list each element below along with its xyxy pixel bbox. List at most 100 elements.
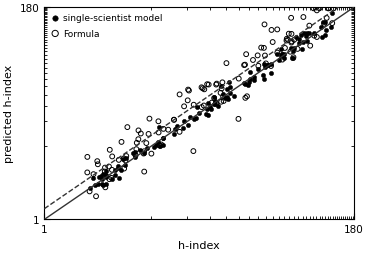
Formula [324,17,330,21]
Formula [109,155,115,159]
single-scientist model [303,35,309,39]
Formula [177,93,183,97]
Formula [220,95,226,99]
Formula [255,65,261,69]
single-scientist model [207,106,213,110]
single-scientist model [260,74,266,78]
single-scientist model [194,117,199,121]
Formula [123,159,128,163]
Formula [190,149,196,153]
single-scientist model [218,84,224,88]
Formula [330,7,336,11]
Formula [106,165,112,169]
Formula [244,95,250,99]
Legend: single-scientist model, Formula: single-scientist model, Formula [49,13,164,40]
single-scientist model [211,103,217,107]
Formula [314,36,320,40]
single-scientist model [300,47,305,52]
Formula [93,195,99,199]
single-scientist model [211,95,217,99]
Formula [307,44,313,49]
Formula [146,117,152,121]
single-scientist model [226,98,231,102]
single-scientist model [311,32,316,36]
Formula [106,178,112,182]
single-scientist model [223,97,229,101]
single-scientist model [261,63,267,67]
Formula [219,87,224,91]
Formula [118,140,124,144]
single-scientist model [204,107,210,112]
single-scientist model [297,38,302,42]
Formula [261,47,267,51]
Formula [289,41,294,45]
single-scientist model [291,47,297,51]
single-scientist model [181,119,187,123]
single-scientist model [226,81,232,85]
Formula [102,185,108,189]
single-scientist model [171,132,177,136]
single-scientist model [205,102,211,106]
Formula [295,48,301,52]
Formula [221,100,227,104]
Formula [250,59,256,63]
single-scientist model [92,183,98,187]
Formula [263,62,269,66]
single-scientist model [138,149,144,153]
single-scientist model [279,53,284,57]
single-scientist model [180,126,186,130]
Formula [148,152,154,156]
single-scientist model [231,95,237,99]
Formula [289,33,294,37]
single-scientist model [115,165,121,169]
Formula [158,143,164,147]
single-scientist model [174,124,180,129]
Formula [270,41,276,45]
single-scientist model [293,35,299,39]
Formula [243,97,248,101]
single-scientist model [120,157,126,161]
single-scientist model [155,141,161,145]
single-scientist model [103,182,109,186]
Formula [144,141,149,146]
single-scientist model [203,112,209,116]
Formula [243,53,249,57]
Formula [286,33,292,37]
single-scientist model [212,103,218,107]
single-scientist model [268,71,274,75]
single-scientist model [247,70,253,74]
single-scientist model [160,136,166,140]
Formula [242,63,248,67]
single-scientist model [281,57,287,61]
Formula [94,160,100,164]
Formula [155,120,161,124]
single-scientist model [103,174,109,178]
Formula [134,141,140,145]
Formula [86,189,92,194]
single-scientist model [265,63,271,67]
single-scientist model [246,81,252,85]
Formula [116,158,122,162]
single-scientist model [298,34,304,38]
Formula [223,62,229,66]
single-scientist model [109,177,115,181]
Formula [102,166,108,170]
single-scientist model [320,21,326,25]
single-scientist model [192,118,198,122]
Formula [84,171,90,175]
single-scientist model [212,100,218,104]
single-scientist model [251,78,257,83]
single-scientist model [322,21,328,25]
Formula [141,150,147,154]
single-scientist model [279,52,285,56]
single-scientist model [261,77,267,82]
Formula [201,88,207,92]
single-scientist model [262,66,268,70]
single-scientist model [301,32,307,36]
single-scientist model [124,156,130,160]
single-scientist model [103,169,109,173]
Formula [165,128,171,132]
single-scientist model [118,168,124,172]
Formula [219,81,225,85]
Formula [201,104,207,108]
